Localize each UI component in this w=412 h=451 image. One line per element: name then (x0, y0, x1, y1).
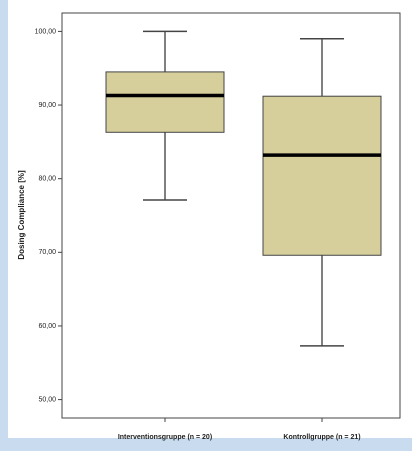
y-tick-label: 90,00 (38, 102, 56, 109)
y-tick-label: 70,00 (38, 249, 56, 256)
y-axis-label: Dosing Compliance [%] (17, 170, 26, 260)
y-tick-label: 50,00 (38, 396, 56, 403)
x-tick-label: Kontrollgruppe (n = 21) (283, 434, 360, 441)
y-tick-label: 60,00 (38, 323, 56, 330)
chart: Dosing Compliance [%] 50,00 60,00 70,00 80,… (0, 0, 412, 451)
page: {"chart_data": {"type": "box", "y_label"… (0, 0, 412, 451)
y-tick-label: 100,00 (35, 28, 57, 35)
box (263, 96, 381, 255)
y-tick-label: 80,00 (38, 176, 56, 183)
box (106, 72, 224, 132)
x-tick-label: Interventionsgruppe (n = 20) (118, 434, 212, 441)
